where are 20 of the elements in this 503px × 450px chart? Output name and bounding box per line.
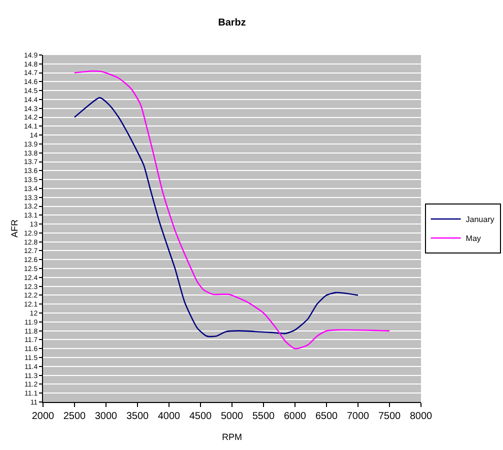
x-tick-label: 6000 <box>284 411 307 422</box>
line-series <box>74 97 359 338</box>
x-tick-label: 6500 <box>315 411 338 422</box>
y-axis-title: AFR <box>9 219 20 238</box>
legend-label: May <box>466 234 481 244</box>
x-tick-label: 7000 <box>346 411 370 422</box>
x-tick-label: 5500 <box>252 411 276 422</box>
x-tick-label: 4000 <box>158 411 181 422</box>
x-tick-label: 3000 <box>94 411 118 422</box>
x-tick-label: 5000 <box>220 411 244 422</box>
x-tick-label: 4500 <box>189 411 212 422</box>
chart-title: Barbz <box>218 18 246 28</box>
x-axis-title: RPM <box>222 432 242 442</box>
x-tick-label: 8000 <box>410 411 433 422</box>
legend-label: January <box>466 215 494 224</box>
x-tick-label: 2000 <box>32 411 55 422</box>
line-series <box>74 70 390 350</box>
x-tick-label: 7500 <box>378 411 402 422</box>
x-tick-label: 3500 <box>126 411 150 422</box>
x-tick-label: 2500 <box>63 411 86 422</box>
